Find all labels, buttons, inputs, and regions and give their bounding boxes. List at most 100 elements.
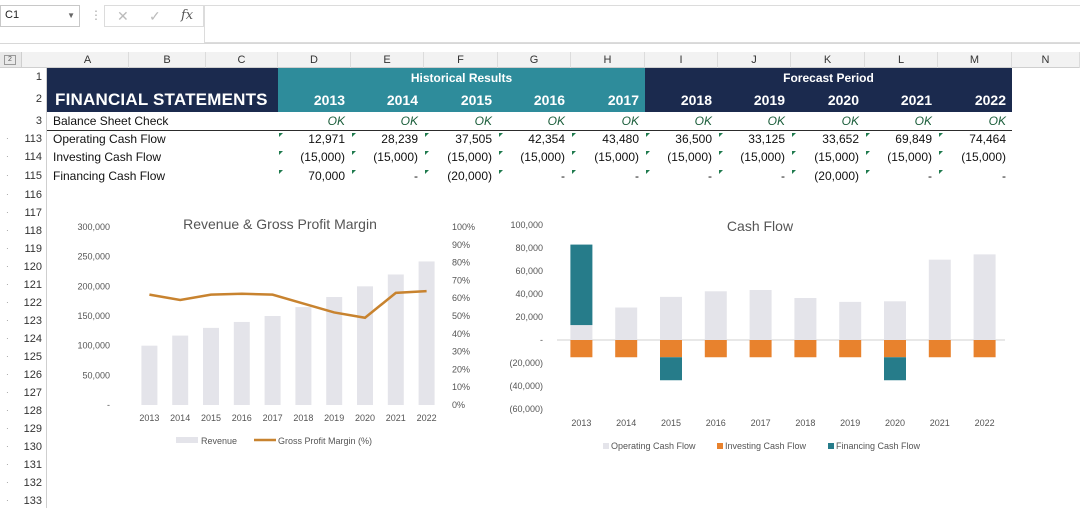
- financing-cash-flow-cell[interactable]: -: [561, 169, 565, 183]
- column-header-i[interactable]: I: [645, 52, 718, 68]
- column-header-m[interactable]: M: [938, 52, 1012, 68]
- operating-bar[interactable]: [928, 259, 951, 340]
- column-header-e[interactable]: E: [351, 52, 424, 68]
- balance-check-cell[interactable]: OK: [547, 114, 565, 128]
- investing-bar[interactable]: [749, 340, 772, 358]
- financing-bar[interactable]: [884, 357, 906, 381]
- row-header-113[interactable]: 113: [24, 133, 42, 145]
- row-header-115[interactable]: 115: [24, 170, 42, 182]
- revenue-bar[interactable]: [203, 327, 219, 405]
- operating-bar[interactable]: [704, 291, 727, 340]
- operating-bar[interactable]: [973, 254, 996, 340]
- investing-bar[interactable]: [570, 340, 593, 358]
- operating-bar[interactable]: [660, 296, 682, 340]
- financing-bar[interactable]: [660, 357, 682, 381]
- investing-cash-flow-cell[interactable]: (15,000): [447, 150, 492, 164]
- column-header-g[interactable]: G: [498, 52, 571, 68]
- investing-cash-flow-cell[interactable]: (15,000): [520, 150, 565, 164]
- investing-bar[interactable]: [928, 340, 951, 358]
- balance-check-cell[interactable]: OK: [327, 114, 345, 128]
- balance-check-label[interactable]: Balance Sheet Check: [53, 114, 169, 128]
- column-header-k[interactable]: K: [791, 52, 865, 68]
- row-header-125[interactable]: 125: [23, 351, 42, 363]
- financing-cash-flow-label[interactable]: Financing Cash Flow: [53, 169, 166, 183]
- column-header-l[interactable]: L: [865, 52, 938, 68]
- operating-cash-flow-cell[interactable]: 28,239: [381, 132, 418, 146]
- column-header-h[interactable]: H: [571, 52, 645, 68]
- column-header-j[interactable]: J: [718, 52, 791, 68]
- row-header-2[interactable]: 2: [35, 93, 42, 105]
- financing-cash-flow-cell[interactable]: 70,000: [308, 169, 345, 183]
- investing-bar[interactable]: [884, 340, 906, 358]
- row-header-114[interactable]: 114: [24, 151, 42, 163]
- operating-bar[interactable]: [615, 307, 638, 340]
- row-header-122[interactable]: 122: [23, 297, 42, 309]
- investing-bar[interactable]: [704, 340, 727, 358]
- revenue-bar[interactable]: [264, 316, 281, 405]
- gross-margin-line[interactable]: [149, 289, 427, 320]
- row-header-130[interactable]: 130: [23, 441, 42, 453]
- row-header-124[interactable]: 124: [23, 333, 42, 345]
- column-header-c[interactable]: C: [206, 52, 278, 68]
- investing-cash-flow-label[interactable]: Investing Cash Flow: [53, 150, 162, 164]
- investing-cash-flow-cell[interactable]: (15,000): [961, 150, 1006, 164]
- operating-bar[interactable]: [570, 325, 593, 340]
- operating-bar[interactable]: [884, 301, 906, 340]
- row-header-121[interactable]: 121: [23, 279, 42, 291]
- row-header-129[interactable]: 129: [23, 423, 42, 435]
- outline-level-icon[interactable]: 2: [4, 55, 16, 65]
- row-header-131[interactable]: 131: [23, 459, 42, 471]
- row-header-117[interactable]: 117: [24, 207, 42, 219]
- revenue-bar[interactable]: [295, 307, 312, 405]
- select-all-corner[interactable]: 2: [0, 52, 22, 68]
- formula-input[interactable]: [204, 5, 1080, 43]
- operating-cash-flow-cell[interactable]: 12,971: [308, 132, 345, 146]
- operating-cash-flow-cell[interactable]: 74,464: [969, 132, 1006, 146]
- column-header-f[interactable]: F: [424, 52, 498, 68]
- revenue-bar[interactable]: [172, 335, 189, 405]
- row-header-1[interactable]: 1: [35, 71, 42, 83]
- row-header-123[interactable]: 123: [23, 315, 42, 327]
- balance-check-cell[interactable]: OK: [988, 114, 1006, 128]
- operating-cash-flow-cell[interactable]: 69,849: [895, 132, 932, 146]
- revenue-bar[interactable]: [326, 297, 343, 405]
- operating-bar[interactable]: [749, 289, 772, 340]
- operating-cash-flow-cell[interactable]: 36,500: [675, 132, 712, 146]
- cash-flow-chart[interactable]: Cash Flow 100,000 80,000 60,000 40,000 20,000…: [495, 205, 1025, 460]
- balance-check-cell[interactable]: OK: [841, 114, 859, 128]
- investing-cash-flow-cell[interactable]: (15,000): [887, 150, 932, 164]
- balance-check-cell[interactable]: OK: [914, 114, 932, 128]
- cancel-icon[interactable]: ✕: [117, 8, 129, 24]
- investing-cash-flow-cell[interactable]: (15,000): [667, 150, 712, 164]
- balance-check-cell[interactable]: OK: [694, 114, 712, 128]
- drag-handle-icon[interactable]: ⋮: [90, 8, 102, 22]
- investing-bar[interactable]: [794, 340, 817, 358]
- column-header-a[interactable]: A: [47, 52, 129, 68]
- financing-cash-flow-cell[interactable]: -: [1002, 169, 1006, 183]
- column-header-n[interactable]: N: [1012, 52, 1080, 68]
- row-header-120[interactable]: 120: [23, 261, 42, 273]
- balance-check-cell[interactable]: OK: [767, 114, 785, 128]
- financing-bar[interactable]: [570, 244, 593, 326]
- revenue-bar[interactable]: [141, 345, 158, 405]
- financing-cash-flow-cell[interactable]: (20,000): [447, 169, 492, 183]
- operating-bar[interactable]: [794, 298, 817, 340]
- row-header-133[interactable]: 133: [23, 495, 42, 507]
- investing-bar[interactable]: [660, 340, 682, 358]
- investing-bar[interactable]: [973, 340, 996, 358]
- revenue-bar[interactable]: [387, 274, 404, 405]
- operating-bar[interactable]: [839, 301, 862, 340]
- column-header-b[interactable]: B: [129, 52, 206, 68]
- balance-check-cell[interactable]: OK: [400, 114, 418, 128]
- row-header-3[interactable]: 3: [35, 115, 42, 127]
- financing-cash-flow-cell[interactable]: -: [414, 169, 418, 183]
- financing-cash-flow-cell[interactable]: -: [708, 169, 712, 183]
- revenue-bar[interactable]: [357, 286, 373, 405]
- investing-cash-flow-cell[interactable]: (15,000): [300, 150, 345, 164]
- investing-cash-flow-cell[interactable]: (15,000): [594, 150, 639, 164]
- row-header-126[interactable]: 126: [23, 369, 42, 381]
- revenue-bar[interactable]: [233, 321, 250, 405]
- investing-cash-flow-cell[interactable]: (15,000): [740, 150, 785, 164]
- operating-cash-flow-cell[interactable]: 33,125: [748, 132, 785, 146]
- operating-cash-flow-cell[interactable]: 42,354: [528, 132, 565, 146]
